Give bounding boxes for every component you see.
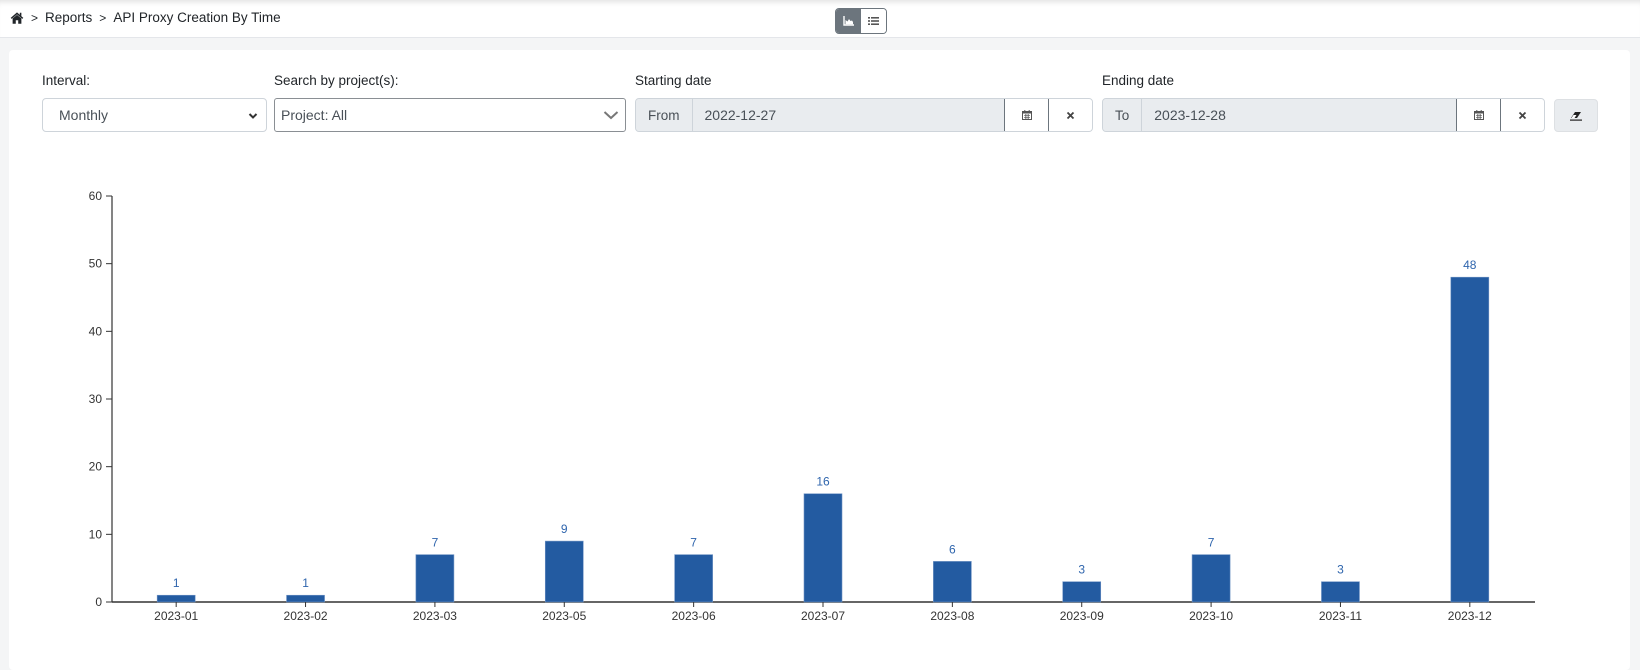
end-date-calendar-button[interactable] <box>1456 99 1500 131</box>
x-tick-label: 2023-07 <box>801 609 845 623</box>
bar-value-label: 48 <box>1463 258 1477 272</box>
x-tick-label: 2023-01 <box>154 609 198 623</box>
bar[interactable] <box>1062 581 1102 603</box>
bar-chart: 0 10 20 30 40 50 60 1 2023-01 1 2023-02 7 2023-03 9 20… <box>89 189 1535 623</box>
x-tick-label: 2023-06 <box>672 609 716 623</box>
close-icon <box>1066 111 1075 119</box>
chart-view-button[interactable] <box>836 9 861 33</box>
breadcrumb-current: API Proxy Creation By Time <box>113 10 281 25</box>
x-tick-label: 2023-11 <box>1319 609 1362 623</box>
chevron-down-icon <box>603 111 619 120</box>
project-select[interactable]: Project: All <box>274 98 626 132</box>
y-tick-label: 0 <box>95 595 102 609</box>
bar[interactable] <box>1191 554 1231 603</box>
bar-value-label: 9 <box>561 522 568 536</box>
view-toggle <box>835 8 887 34</box>
close-icon <box>1518 111 1527 119</box>
start-date-input[interactable]: 2022-12-27 <box>704 107 777 123</box>
calendar-icon <box>1473 110 1484 120</box>
interval-select[interactable]: Monthly <box>42 98 267 132</box>
x-tick-label: 2023-05 <box>542 609 586 623</box>
bar[interactable] <box>933 561 972 603</box>
calendar-icon <box>1021 110 1032 120</box>
list-view-button[interactable] <box>861 9 886 33</box>
bar[interactable] <box>674 554 713 603</box>
bar[interactable] <box>544 540 584 603</box>
bar-value-label: 1 <box>173 576 180 590</box>
bar[interactable] <box>415 554 455 603</box>
bar-value-label: 1 <box>302 576 309 590</box>
start-date-prefix: From <box>636 99 693 131</box>
clear-filters-button[interactable] <box>1554 99 1598 132</box>
end-date-group: To 2023-12-28 <box>1102 98 1545 132</box>
bar-value-label: 7 <box>690 536 697 550</box>
start-date-group: From 2022-12-27 <box>635 98 1093 132</box>
start-date-label: Starting date <box>635 73 712 88</box>
breadcrumb-separator: > <box>99 10 107 25</box>
interval-label: Interval: <box>42 73 91 88</box>
start-date-calendar-button[interactable] <box>1004 99 1048 131</box>
bar[interactable] <box>803 493 843 603</box>
area-chart-icon <box>843 16 854 26</box>
end-date-label: Ending date <box>1102 73 1175 88</box>
bar[interactable] <box>1450 276 1490 603</box>
project-value: Project: All <box>281 107 348 123</box>
x-tick-label: 2023-02 <box>284 609 328 623</box>
bar-value-label: 16 <box>816 475 830 489</box>
y-tick-label: 30 <box>89 392 103 406</box>
bar-value-label: 3 <box>1337 563 1344 577</box>
x-tick-label: 2023-12 <box>1448 609 1492 623</box>
bar-value-label: 7 <box>432 536 439 550</box>
chevron-down-icon <box>248 113 258 119</box>
bar[interactable] <box>286 594 325 603</box>
end-date-clear-button[interactable] <box>1500 99 1544 131</box>
top-bar: > Reports > API Proxy Creation By Time <box>0 0 1640 38</box>
interval-value: Monthly <box>59 107 109 123</box>
y-tick-label: 20 <box>89 460 103 474</box>
bar-value-label: 6 <box>949 542 956 556</box>
bar[interactable] <box>1321 581 1360 603</box>
bar[interactable] <box>156 594 196 603</box>
bar-value-label: 3 <box>1078 563 1085 577</box>
y-tick-label: 10 <box>89 527 103 541</box>
breadcrumb: > Reports > API Proxy Creation By Time <box>10 10 281 25</box>
project-label: Search by project(s): <box>274 73 399 88</box>
home-icon[interactable] <box>10 11 24 25</box>
start-date-clear-button[interactable] <box>1048 99 1092 131</box>
list-icon <box>868 17 879 25</box>
end-date-input[interactable]: 2023-12-28 <box>1154 107 1226 123</box>
x-tick-label: 2023-03 <box>413 609 457 623</box>
end-date-prefix: To <box>1103 99 1143 131</box>
eraser-icon <box>1570 111 1582 121</box>
bar-value-label: 7 <box>1208 536 1215 550</box>
breadcrumb-reports[interactable]: Reports <box>45 10 93 25</box>
x-tick-label: 2023-10 <box>1189 609 1233 623</box>
y-tick-label: 40 <box>89 324 103 338</box>
y-tick-label: 50 <box>89 257 103 271</box>
x-tick-label: 2023-08 <box>930 609 974 623</box>
breadcrumb-separator: > <box>31 10 39 25</box>
y-tick-label: 60 <box>89 189 103 203</box>
x-tick-label: 2023-09 <box>1060 609 1104 623</box>
